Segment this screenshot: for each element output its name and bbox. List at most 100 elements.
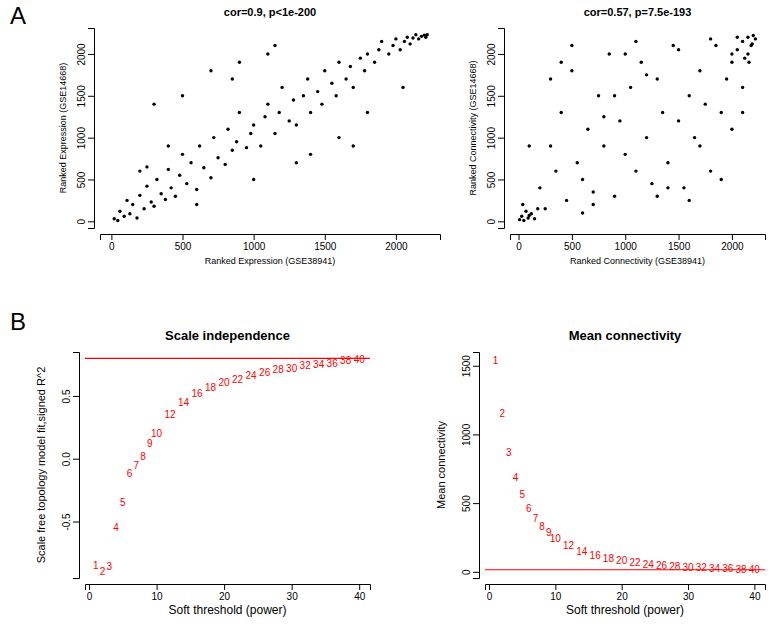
point	[306, 77, 309, 80]
tick-label: 500	[76, 171, 87, 188]
tick-label: 0	[87, 591, 93, 602]
x-axis: 0500100015002000	[511, 234, 766, 252]
tick-mark	[88, 96, 94, 97]
tick: 1000	[243, 234, 266, 252]
tick-label: 30	[287, 591, 299, 602]
tick-label: 20	[617, 591, 629, 602]
point	[640, 61, 643, 64]
tick: 0	[461, 569, 479, 575]
point	[741, 111, 744, 114]
y-axis: 0500100015002000	[76, 29, 95, 229]
point	[155, 178, 158, 181]
point	[142, 207, 145, 210]
point	[273, 44, 276, 47]
tick-label: -0.5	[61, 513, 72, 531]
point	[273, 132, 276, 135]
tick-label: 500	[461, 495, 472, 512]
point	[245, 146, 248, 149]
point	[377, 48, 380, 51]
x-axis: 0500100015002000	[101, 234, 441, 252]
point-label: 8	[539, 521, 545, 532]
point	[138, 169, 141, 172]
point	[178, 174, 181, 177]
tick-mark	[732, 234, 733, 240]
point	[666, 186, 669, 189]
tick-mark	[489, 584, 490, 590]
tick-label: 1500	[486, 85, 497, 108]
point-label: 36	[327, 358, 339, 369]
point	[570, 44, 573, 47]
point	[349, 65, 352, 68]
point	[592, 203, 595, 206]
point	[730, 61, 733, 64]
point	[263, 115, 266, 118]
point-label: 2	[499, 408, 505, 419]
y-axis-title: Scale free topology model fit,signed R^2	[35, 367, 47, 564]
point	[406, 36, 409, 39]
point	[549, 144, 552, 147]
point	[736, 48, 739, 51]
panel-letter: A	[10, 2, 26, 29]
tick-label: 1000	[243, 241, 266, 252]
point	[145, 184, 148, 187]
plot-area	[518, 34, 757, 222]
tick-mark	[498, 96, 504, 97]
point	[231, 77, 234, 80]
point	[536, 207, 539, 210]
x-axis: 010203040	[86, 584, 371, 602]
point-label: 2	[100, 566, 106, 577]
point	[746, 52, 749, 55]
point	[538, 186, 541, 189]
tick-label: 0	[486, 219, 497, 225]
tick-label: 40	[749, 591, 761, 602]
point	[288, 119, 291, 122]
tick: 0	[109, 234, 115, 252]
point	[698, 144, 701, 147]
point	[709, 169, 712, 172]
point	[677, 48, 680, 51]
tick: 500	[564, 234, 581, 252]
point	[747, 61, 750, 64]
point-label: 26	[656, 560, 668, 571]
plot-area: 1234567891012141618202224262830323436384…	[485, 355, 765, 575]
y-axis-title: Ranked Connectivity (GSE14668)	[468, 60, 478, 195]
point	[189, 161, 192, 164]
point	[666, 161, 669, 164]
point	[334, 94, 337, 97]
point	[698, 69, 701, 72]
point	[266, 102, 269, 105]
point	[238, 61, 241, 64]
point	[398, 48, 401, 51]
point	[720, 178, 723, 181]
tick-mark	[622, 584, 623, 590]
tick-label: 10	[152, 591, 164, 602]
tick-mark	[89, 584, 90, 590]
point	[645, 73, 648, 76]
tick: 0	[486, 219, 504, 225]
tick: 20	[617, 584, 629, 602]
point-label: 1	[93, 560, 99, 571]
point	[629, 86, 632, 89]
point	[533, 217, 536, 220]
point	[387, 52, 390, 55]
tick-mark	[88, 138, 94, 139]
tick-label: 1500	[76, 85, 87, 108]
point-label: 18	[205, 382, 217, 393]
point	[730, 128, 733, 131]
point	[366, 52, 369, 55]
tick-label: 30	[683, 591, 695, 602]
tick-label: 1500	[314, 241, 337, 252]
tick-mark	[224, 584, 225, 590]
point	[212, 136, 215, 139]
point	[677, 119, 680, 122]
tick-label: 10	[550, 591, 562, 602]
point	[344, 77, 347, 80]
panel: Mean connectivity010203040050010001500So…	[435, 328, 766, 617]
point	[131, 203, 134, 206]
point	[720, 111, 723, 114]
point-label: 7	[134, 460, 140, 471]
point-label: 16	[590, 550, 602, 561]
tick: 30	[287, 584, 299, 602]
tick: 1500	[668, 234, 691, 252]
point	[209, 69, 212, 72]
